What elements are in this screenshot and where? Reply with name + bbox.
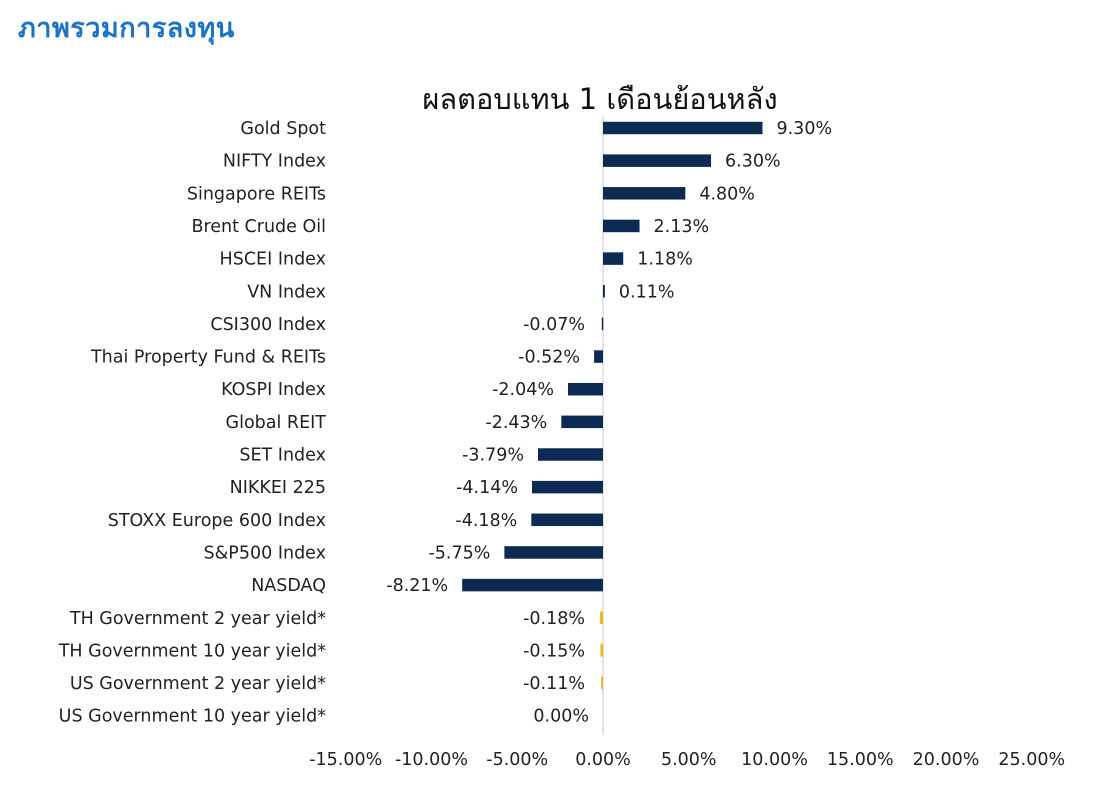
category-label: VN Index [247, 282, 326, 302]
value-label: -0.15% [523, 641, 585, 661]
bar [561, 415, 603, 429]
value-label: -5.75% [428, 543, 490, 563]
x-tick-label: 20.00% [913, 750, 980, 770]
category-label: STOXX Europe 600 Index [108, 511, 326, 531]
category-label: US Government 2 year yield* [70, 674, 326, 694]
bar [538, 448, 603, 461]
value-label: 4.80% [699, 184, 755, 204]
x-tick-label: 10.00% [741, 750, 808, 770]
value-label: 0.11% [619, 282, 675, 302]
category-label: SET Index [239, 446, 326, 466]
value-label: -4.18% [455, 511, 517, 531]
value-label: 6.30% [725, 152, 781, 172]
bar [462, 578, 603, 592]
bar [601, 676, 603, 690]
value-label: -0.11% [523, 674, 585, 694]
category-label: Gold Spot [240, 119, 326, 139]
bar [599, 611, 603, 624]
bar [594, 350, 603, 363]
x-tick-label: -5.00% [486, 750, 548, 770]
bar [603, 154, 712, 167]
value-label: -0.52% [518, 348, 580, 368]
value-label: 2.13% [654, 217, 710, 237]
x-tick-label: 25.00% [998, 750, 1065, 770]
x-tick-label: 0.00% [575, 750, 631, 770]
category-label: Brent Crude Oil [191, 217, 326, 237]
category-label: Singapore REITs [187, 184, 326, 204]
page-title: ภาพรวมการลงทุน [18, 13, 235, 44]
category-label: S&P500 Index [204, 543, 326, 563]
bar [603, 121, 763, 135]
bar [601, 317, 604, 331]
x-tick-label: -15.00% [309, 750, 382, 770]
chart-title: ผลตอบแทน 1 เดือนย้อนหลัง [422, 82, 778, 116]
category-label: NIKKEI 225 [230, 478, 326, 498]
category-label: NASDAQ [251, 576, 326, 596]
value-label: -0.07% [523, 315, 585, 335]
value-label: -0.18% [523, 609, 585, 629]
x-tick-label: 15.00% [827, 750, 894, 770]
bar [568, 382, 603, 396]
value-label: -3.79% [462, 446, 524, 466]
category-label: Global REIT [226, 413, 327, 433]
category-label: NIFTY Index [223, 152, 326, 172]
category-label: US Government 10 year yield* [59, 707, 327, 727]
x-tick-label: -10.00% [395, 750, 468, 770]
category-label: Thai Property Fund & REITs [90, 348, 326, 368]
bar [531, 480, 603, 494]
value-label: -8.21% [386, 576, 448, 596]
value-label: 1.18% [637, 250, 693, 270]
bar [504, 546, 603, 559]
category-label: KOSPI Index [221, 380, 326, 400]
category-label: CSI300 Index [210, 315, 326, 335]
category-label: TH Government 2 year yield* [69, 609, 326, 629]
bar [603, 219, 640, 233]
bar [603, 252, 624, 265]
x-tick-label: 5.00% [661, 750, 717, 770]
category-label: TH Government 10 year yield* [58, 641, 327, 661]
bar [600, 644, 603, 657]
value-label: -4.14% [456, 478, 518, 498]
bar [603, 285, 605, 298]
value-label: -2.04% [492, 380, 554, 400]
value-label: 9.30% [776, 119, 832, 139]
bar [603, 187, 686, 200]
category-label: HSCEI Index [220, 250, 326, 270]
value-label: -2.43% [485, 413, 547, 433]
value-label: 0.00% [533, 707, 589, 727]
bar [531, 513, 603, 527]
